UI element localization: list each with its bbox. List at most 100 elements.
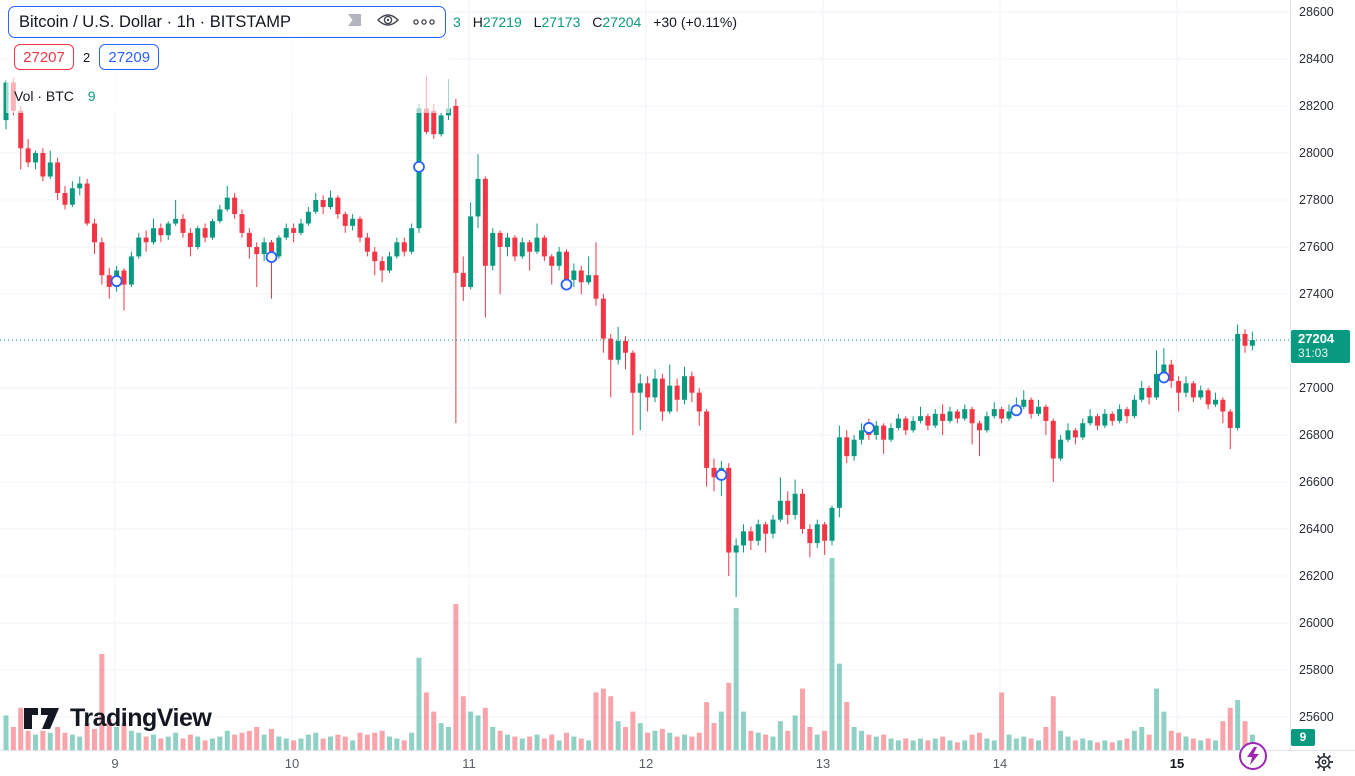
volume-legend[interactable]: Vol · BTC 9 [14, 88, 96, 104]
price-axis-label: 26800 [1299, 428, 1334, 442]
spread-value: 2 [83, 49, 91, 65]
candle-body [106, 275, 112, 287]
volume-bar [615, 721, 621, 750]
candle-body [269, 242, 274, 257]
time-axis-label: 9 [111, 756, 119, 771]
candle-body [873, 425, 879, 435]
volume-bar [342, 736, 348, 750]
candle-body [674, 385, 680, 400]
candle-body [490, 232, 496, 266]
candle-body [1065, 430, 1071, 440]
candle-body [305, 211, 311, 224]
candle-body [261, 242, 267, 255]
volume-bar [195, 736, 201, 750]
price-axis-label: 25800 [1299, 663, 1334, 677]
candle-body [586, 275, 592, 283]
candle-body [571, 270, 577, 280]
price-axis-label: 26000 [1299, 616, 1334, 630]
candle-body [158, 228, 164, 236]
event-marker-circle[interactable] [715, 469, 728, 481]
volume-bar [55, 726, 61, 750]
event-marker-circle[interactable] [265, 251, 278, 264]
candlestick-chart[interactable] [0, 0, 1290, 750]
candle-body [357, 218, 363, 238]
candle-wick [529, 239, 531, 271]
sell-button[interactable]: 27207 [14, 44, 74, 70]
event-marker-circle[interactable] [560, 278, 573, 291]
volume-bar [564, 732, 569, 750]
flash-button[interactable] [1239, 742, 1267, 770]
volume-bar [984, 738, 990, 750]
volume-bar [173, 732, 179, 750]
volume-bar [512, 736, 518, 750]
candle-body [1117, 409, 1123, 421]
candle-wick [595, 242, 597, 306]
volume-bar [748, 730, 754, 750]
candle-wick [735, 538, 737, 598]
volume-bar [932, 738, 938, 750]
candle-body [859, 430, 864, 440]
order-buttons: 27207 2 27209 [14, 44, 160, 70]
price-axis[interactable]: 2860028400282002800027800276002740027200… [1290, 0, 1355, 750]
candle-body [733, 545, 739, 553]
volume-bar [711, 723, 717, 750]
candle-body [512, 237, 518, 257]
volume-bar [755, 732, 761, 750]
candle-body [210, 221, 215, 238]
volume-bar [121, 723, 127, 750]
price-axis-label: 27400 [1299, 287, 1334, 301]
candle-body [659, 378, 665, 412]
candle-wick [971, 406, 973, 445]
volume-bar [895, 740, 901, 750]
volume-bar [785, 730, 791, 750]
candle-wick [639, 373, 641, 431]
flag-icon[interactable] [345, 11, 363, 34]
event-marker-circle[interactable] [1010, 404, 1023, 417]
volume-bar [239, 732, 245, 750]
event-marker-circle[interactable] [413, 160, 425, 173]
volume-bar [401, 740, 407, 750]
symbol-title-box[interactable]: Bitcoin / U.S. Dollar · 1h · BITSTAMP [8, 6, 446, 38]
volume-bar [106, 719, 112, 750]
price-axis-label: 27000 [1299, 381, 1334, 395]
more-options-icon[interactable] [413, 13, 435, 31]
volume-bar [62, 732, 68, 750]
candle-body [1036, 406, 1041, 414]
candle-body [763, 524, 769, 534]
volume-bar [158, 738, 164, 750]
candle-body [1050, 420, 1056, 459]
last-price-value: 27204 [1298, 331, 1335, 347]
settings-gear-icon[interactable] [1310, 749, 1338, 775]
volume-bar [1183, 736, 1189, 750]
volume-bar [165, 736, 171, 750]
volume-bar [1124, 738, 1130, 750]
volume-bar [630, 711, 636, 750]
tradingview-logo[interactable]: TradingView [22, 701, 212, 736]
volume-bar [357, 732, 363, 750]
candle-body [364, 237, 370, 252]
candle-body [372, 251, 378, 262]
volume-bar [903, 738, 909, 750]
price-axis-label: 25600 [1299, 710, 1334, 724]
event-marker-circle[interactable] [1157, 371, 1170, 384]
event-marker-circle[interactable] [862, 422, 875, 434]
volume-bar [1095, 742, 1100, 750]
candle-wick [979, 420, 980, 457]
volume-bar [350, 740, 356, 750]
volume-bar [1146, 734, 1152, 750]
candle-body [165, 223, 171, 236]
candle-body [895, 418, 901, 428]
volume-bar [92, 728, 97, 750]
candle-body [342, 214, 348, 226]
event-marker-circle[interactable] [110, 275, 123, 287]
volume-bar [873, 736, 879, 750]
candle-body [1080, 423, 1086, 438]
eye-icon[interactable] [377, 12, 399, 33]
candle-body [1168, 364, 1174, 381]
volume-bar [593, 692, 599, 750]
volume-bar [99, 654, 105, 750]
candle-body [1006, 411, 1012, 419]
buy-button[interactable]: 27209 [99, 44, 160, 70]
